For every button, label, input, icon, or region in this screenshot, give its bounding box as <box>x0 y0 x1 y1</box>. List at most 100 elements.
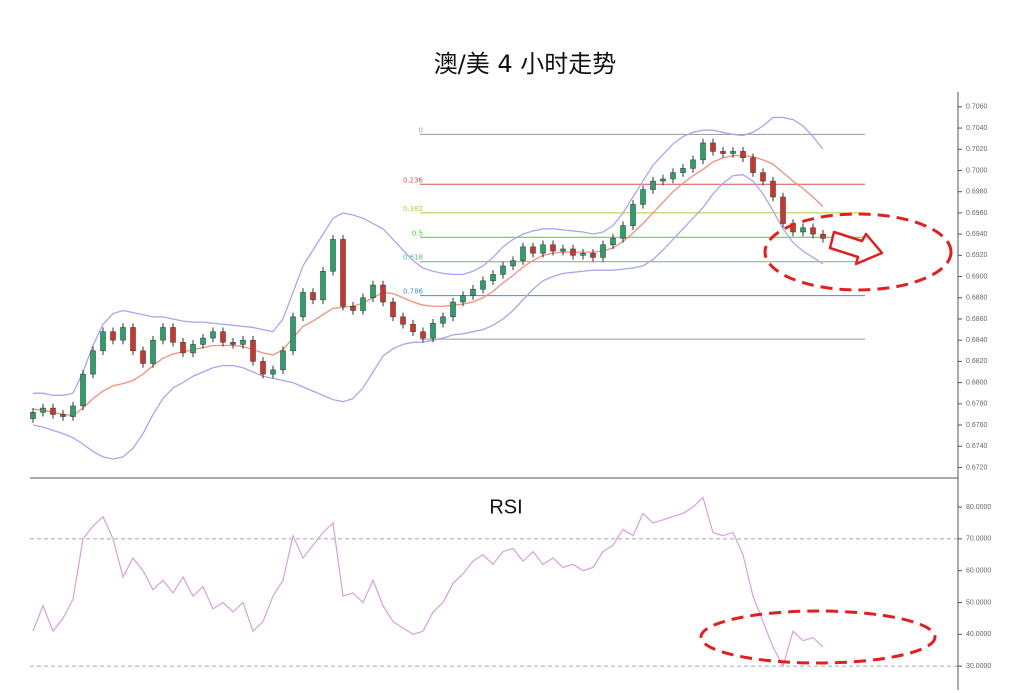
fib-label: 0.382 <box>403 205 423 213</box>
rsi-title: RSI <box>489 496 522 518</box>
candle-body <box>120 327 126 341</box>
candle-body <box>440 316 446 324</box>
candle-body <box>260 361 266 375</box>
candle-body <box>580 252 586 256</box>
candle-body <box>60 414 66 417</box>
chart-title: 澳/美 4 小时走势 <box>434 50 617 78</box>
candle-body <box>360 297 366 311</box>
candle-body <box>290 316 296 352</box>
candle-body <box>400 316 406 325</box>
candle-body <box>380 284 386 303</box>
candle-body <box>310 292 316 301</box>
candle-body <box>130 327 136 352</box>
candle-body <box>640 189 646 205</box>
candle-body <box>710 142 716 152</box>
candle-body <box>590 252 596 258</box>
candle-body <box>220 331 226 343</box>
candle-body <box>690 159 696 169</box>
y-tick-label: 0.6840 <box>966 337 988 344</box>
candle-body <box>730 151 736 154</box>
candle-body <box>820 233 826 239</box>
candle-body <box>420 331 426 339</box>
candle-body <box>530 246 536 254</box>
candle-body <box>240 339 246 345</box>
candle-body <box>40 407 46 413</box>
bollinger-upper <box>33 116 824 396</box>
y-tick-label: 40.0000 <box>966 631 991 638</box>
candle-body <box>720 151 726 154</box>
candle-body <box>480 280 486 290</box>
fib-label: 0.786 <box>403 288 424 296</box>
candle-body <box>250 339 256 362</box>
marks: 0.6720 0.6740 0.6760 0.6780 0.6800 0.6820 0.68… <box>30 104 991 670</box>
candle-body <box>740 151 746 159</box>
y-tick-label: 50.0000 <box>966 599 991 606</box>
candle-body <box>800 227 806 233</box>
candle-body <box>30 412 36 419</box>
candle-body <box>620 225 626 239</box>
y-tick-label: 0.7040 <box>966 125 988 132</box>
candle-body <box>490 274 496 282</box>
candle-body <box>600 244 606 258</box>
y-tick-label: 0.6800 <box>966 379 988 386</box>
y-tick-label: 0.6760 <box>966 422 988 429</box>
candle-body <box>200 337 206 345</box>
y-tick-label: 60.0000 <box>966 568 991 575</box>
y-tick-label: 0.6940 <box>966 231 988 238</box>
candle-body <box>370 284 376 299</box>
candle-body <box>70 405 76 417</box>
candle-body <box>630 204 636 226</box>
candle-body <box>50 407 56 415</box>
fib-label: 0.618 <box>403 254 423 262</box>
rsi-line <box>32 496 824 668</box>
candle-body <box>780 196 786 224</box>
candle-body <box>80 373 86 407</box>
y-tick-label: 0.6780 <box>966 401 988 408</box>
candle-body <box>390 301 396 318</box>
fib-label: 0.5 <box>412 229 423 237</box>
candle-body <box>540 244 546 254</box>
candle-body <box>230 342 236 345</box>
candle-body <box>340 239 346 307</box>
candle-body <box>330 239 336 272</box>
y-tick-label: 0.7060 <box>966 104 988 111</box>
candle-body <box>700 142 706 161</box>
y-tick-label: 0.6880 <box>966 295 988 302</box>
y-tick-label: 0.7020 <box>966 146 988 153</box>
candle-body <box>770 180 776 198</box>
y-tick-label: 0.6900 <box>966 273 988 280</box>
y-tick-label: 30.0000 <box>966 663 991 670</box>
y-tick-label: 0.6960 <box>966 210 988 217</box>
candle-body <box>460 295 466 303</box>
y-tick-label: 0.6720 <box>966 464 988 471</box>
candle-body <box>510 260 516 267</box>
candle-body <box>160 327 166 341</box>
trend-arrow <box>828 230 884 266</box>
candle-body <box>350 305 356 311</box>
candle-body <box>90 350 96 375</box>
candle-body <box>150 339 156 364</box>
candle-body <box>190 344 196 354</box>
candle-body <box>610 238 616 245</box>
y-tick-label: 0.6820 <box>966 358 988 365</box>
candle-body <box>560 248 566 252</box>
candle-body <box>670 172 676 180</box>
highlight-ellipse <box>763 212 953 292</box>
candle-body <box>100 331 106 352</box>
bollinger-middle <box>32 154 824 417</box>
candle-body <box>210 331 216 339</box>
annotations <box>699 212 953 665</box>
candle-body <box>520 246 526 261</box>
candle-body <box>550 244 556 252</box>
fib-label: 0 <box>419 126 423 134</box>
candle-body <box>320 270 326 301</box>
bollinger-lower <box>32 174 824 460</box>
candle-body <box>470 289 476 296</box>
candle-body <box>500 265 506 275</box>
candle-body <box>750 157 756 173</box>
highlight-ellipse <box>699 609 937 665</box>
candle-body <box>810 227 816 235</box>
candle-body <box>110 331 116 341</box>
